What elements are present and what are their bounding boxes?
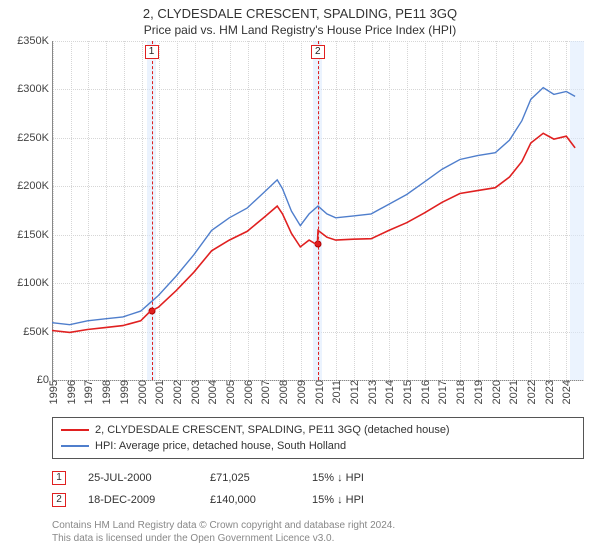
x-tick: 2002 [172, 380, 184, 410]
y-tick: £100K [7, 277, 49, 289]
legend-item-property: 2, CLYDESDALE CRESCENT, SPALDING, PE11 3… [61, 422, 575, 438]
y-tick: £0 [7, 374, 49, 386]
sales-list: 1 25-JUL-2000 £71,025 15% ↓ HPI 2 18-DEC-2009… [52, 467, 584, 511]
x-tick: 2014 [384, 380, 396, 410]
sale-date: 25-JUL-2000 [88, 467, 188, 489]
credits-line: This data is licensed under the Open Gov… [52, 532, 584, 545]
x-tick: 1996 [66, 380, 78, 410]
sale-diff: 15% ↓ HPI [312, 467, 364, 489]
y-tick: £350K [7, 35, 49, 47]
chart-title: 2, CLYDESDALE CRESCENT, SPALDING, PE11 3… [6, 6, 594, 21]
sale-row: 2 18-DEC-2009 £140,000 15% ↓ HPI [52, 489, 584, 511]
x-tick: 2018 [455, 380, 467, 410]
y-tick: £300K [7, 83, 49, 95]
chart-plot-area: £0£50K£100K£150K£200K£250K£300K£350K1995… [52, 41, 584, 381]
x-tick: 2006 [243, 380, 255, 410]
credits-line: Contains HM Land Registry data © Crown c… [52, 519, 584, 532]
x-tick: 2020 [491, 380, 503, 410]
sale-index-box: 2 [52, 493, 66, 507]
x-tick: 2003 [190, 380, 202, 410]
legend-swatch [61, 445, 89, 447]
x-tick: 2013 [367, 380, 379, 410]
x-tick: 2005 [225, 380, 237, 410]
sale-price: £71,025 [210, 467, 290, 489]
x-tick: 1995 [48, 380, 60, 410]
x-tick: 2015 [402, 380, 414, 410]
x-tick: 2008 [278, 380, 290, 410]
x-tick: 2022 [526, 380, 538, 410]
y-tick: £200K [7, 180, 49, 192]
chart-subtitle: Price paid vs. HM Land Registry's House … [6, 23, 594, 37]
x-tick: 2019 [473, 380, 485, 410]
sale-index-box: 1 [52, 471, 66, 485]
legend-label: HPI: Average price, detached house, Sout… [95, 438, 346, 454]
x-tick: 2017 [437, 380, 449, 410]
x-tick: 1998 [101, 380, 113, 410]
series-line [52, 88, 575, 325]
series-line [52, 133, 575, 332]
y-tick: £250K [7, 132, 49, 144]
sale-row: 1 25-JUL-2000 £71,025 15% ↓ HPI [52, 467, 584, 489]
sale-diff: 15% ↓ HPI [312, 489, 364, 511]
legend: 2, CLYDESDALE CRESCENT, SPALDING, PE11 3… [52, 417, 584, 459]
legend-label: 2, CLYDESDALE CRESCENT, SPALDING, PE11 3… [95, 422, 450, 438]
x-tick: 2023 [544, 380, 556, 410]
legend-swatch [61, 429, 89, 431]
sale-price: £140,000 [210, 489, 290, 511]
x-tick: 2010 [314, 380, 326, 410]
chart-lines [52, 41, 584, 381]
x-tick: 2000 [137, 380, 149, 410]
x-tick: 2016 [420, 380, 432, 410]
y-tick: £50K [7, 326, 49, 338]
x-tick: 2011 [331, 380, 343, 410]
credits: Contains HM Land Registry data © Crown c… [52, 519, 584, 545]
legend-item-hpi: HPI: Average price, detached house, Sout… [61, 438, 575, 454]
x-tick: 2001 [154, 380, 166, 410]
y-tick: £150K [7, 229, 49, 241]
x-tick: 1997 [83, 380, 95, 410]
sale-date: 18-DEC-2009 [88, 489, 188, 511]
x-tick: 2007 [260, 380, 272, 410]
x-tick: 2009 [296, 380, 308, 410]
chart-footer: 2, CLYDESDALE CRESCENT, SPALDING, PE11 3… [52, 417, 584, 545]
x-tick: 1999 [119, 380, 131, 410]
x-tick: 2021 [508, 380, 520, 410]
x-tick: 2024 [561, 380, 573, 410]
x-tick: 2012 [349, 380, 361, 410]
chart-container: 2, CLYDESDALE CRESCENT, SPALDING, PE11 3… [0, 0, 600, 560]
x-tick: 2004 [207, 380, 219, 410]
